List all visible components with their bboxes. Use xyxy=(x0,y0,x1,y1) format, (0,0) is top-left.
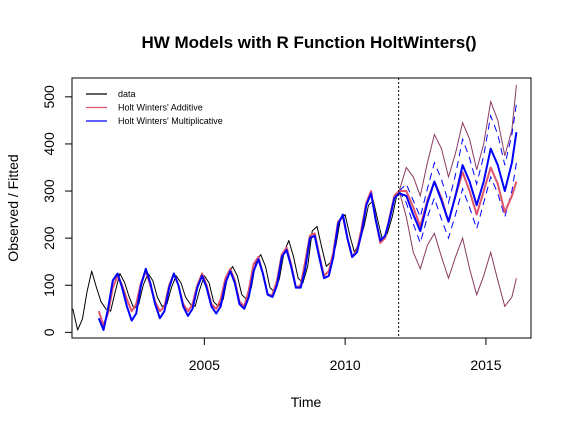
legend-label: data xyxy=(118,89,136,99)
y-tick-label: 0 xyxy=(41,328,57,336)
legend-label: Holt Winters' Multiplicative xyxy=(118,116,223,126)
y-axis-label: Observed / Fitted xyxy=(5,154,21,261)
legend: data Holt Winters' Additive Holt Winters' … xyxy=(86,89,223,126)
y-tick-label: 400 xyxy=(41,132,57,156)
additive-series-line xyxy=(99,168,517,326)
x-axis: 2005 2010 2015 xyxy=(189,338,502,373)
y-tick-label: 300 xyxy=(41,179,57,203)
data-series-line xyxy=(73,191,399,330)
chart-title: HW Models with R Function HoltWinters() xyxy=(141,33,476,52)
multiplicative-interval-lower-line xyxy=(399,163,516,243)
y-tick-label: 500 xyxy=(41,85,57,109)
multiplicative-interval-upper-line xyxy=(399,104,516,217)
multiplicative-series-line xyxy=(99,132,517,330)
y-axis: 0 100 200 300 400 500 xyxy=(41,85,72,336)
y-tick-label: 200 xyxy=(41,226,57,250)
x-axis-label: Time xyxy=(291,394,322,410)
legend-label: Holt Winters' Additive xyxy=(118,103,203,113)
y-tick-label: 100 xyxy=(41,273,57,297)
x-tick-label: 2015 xyxy=(470,357,501,373)
x-tick-label: 2005 xyxy=(189,357,220,373)
x-tick-label: 2010 xyxy=(330,357,361,373)
